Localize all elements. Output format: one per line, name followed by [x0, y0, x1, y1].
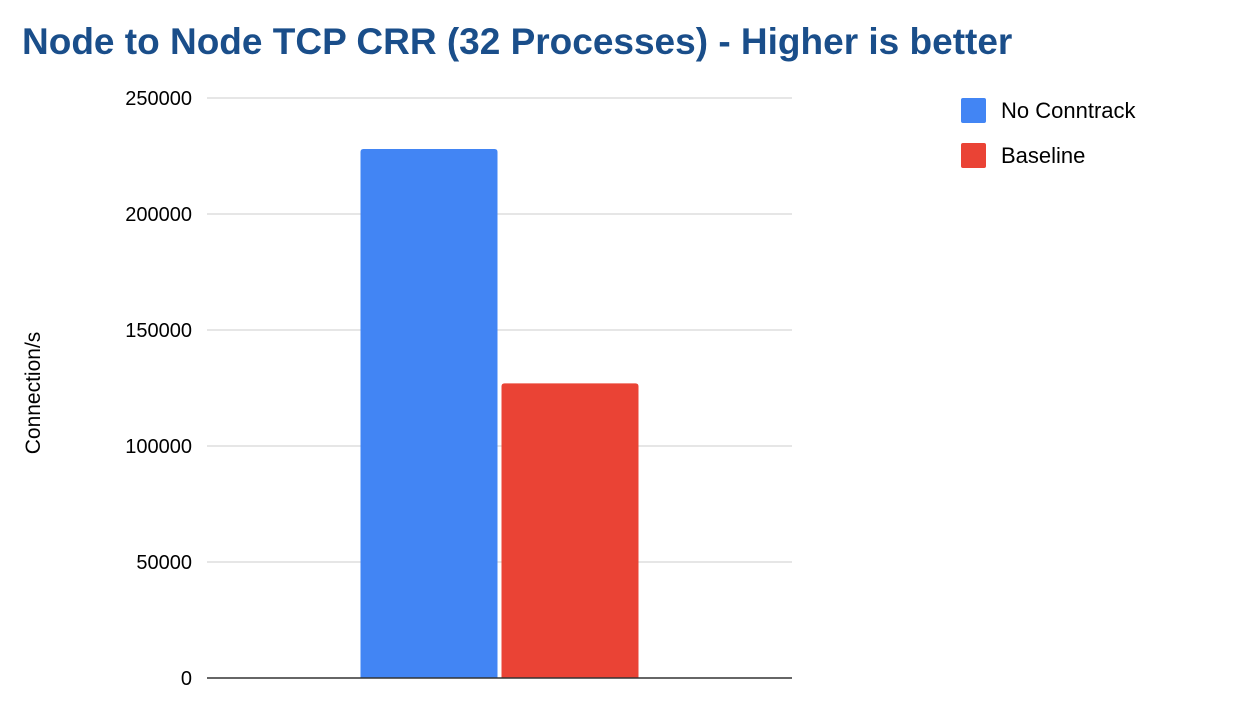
y-axis-label: Connection/s [22, 332, 45, 455]
legend-swatch [961, 143, 986, 168]
legend-swatch [961, 98, 986, 123]
y-tick-label: 150000 [125, 320, 192, 342]
bar-no-conntrack [360, 149, 498, 679]
legend-label: Baseline [1001, 143, 1085, 168]
bars [360, 149, 639, 679]
y-axis-ticks: 0 50000 100000 150000 200000 250000 [125, 88, 192, 690]
bar-baseline [501, 383, 639, 678]
gridlines [207, 97, 792, 563]
y-tick-label: 250000 [125, 88, 192, 110]
legend-label: No Conntrack [1001, 98, 1137, 123]
y-tick-label: 100000 [125, 436, 192, 458]
y-tick-label: 0 [181, 668, 192, 690]
y-tick-label: 50000 [136, 552, 192, 574]
y-tick-label: 200000 [125, 204, 192, 226]
chart-title: Node to Node TCP CRR (32 Processes) - Hi… [22, 21, 1012, 62]
legend: No Conntrack Baseline [961, 98, 1137, 168]
